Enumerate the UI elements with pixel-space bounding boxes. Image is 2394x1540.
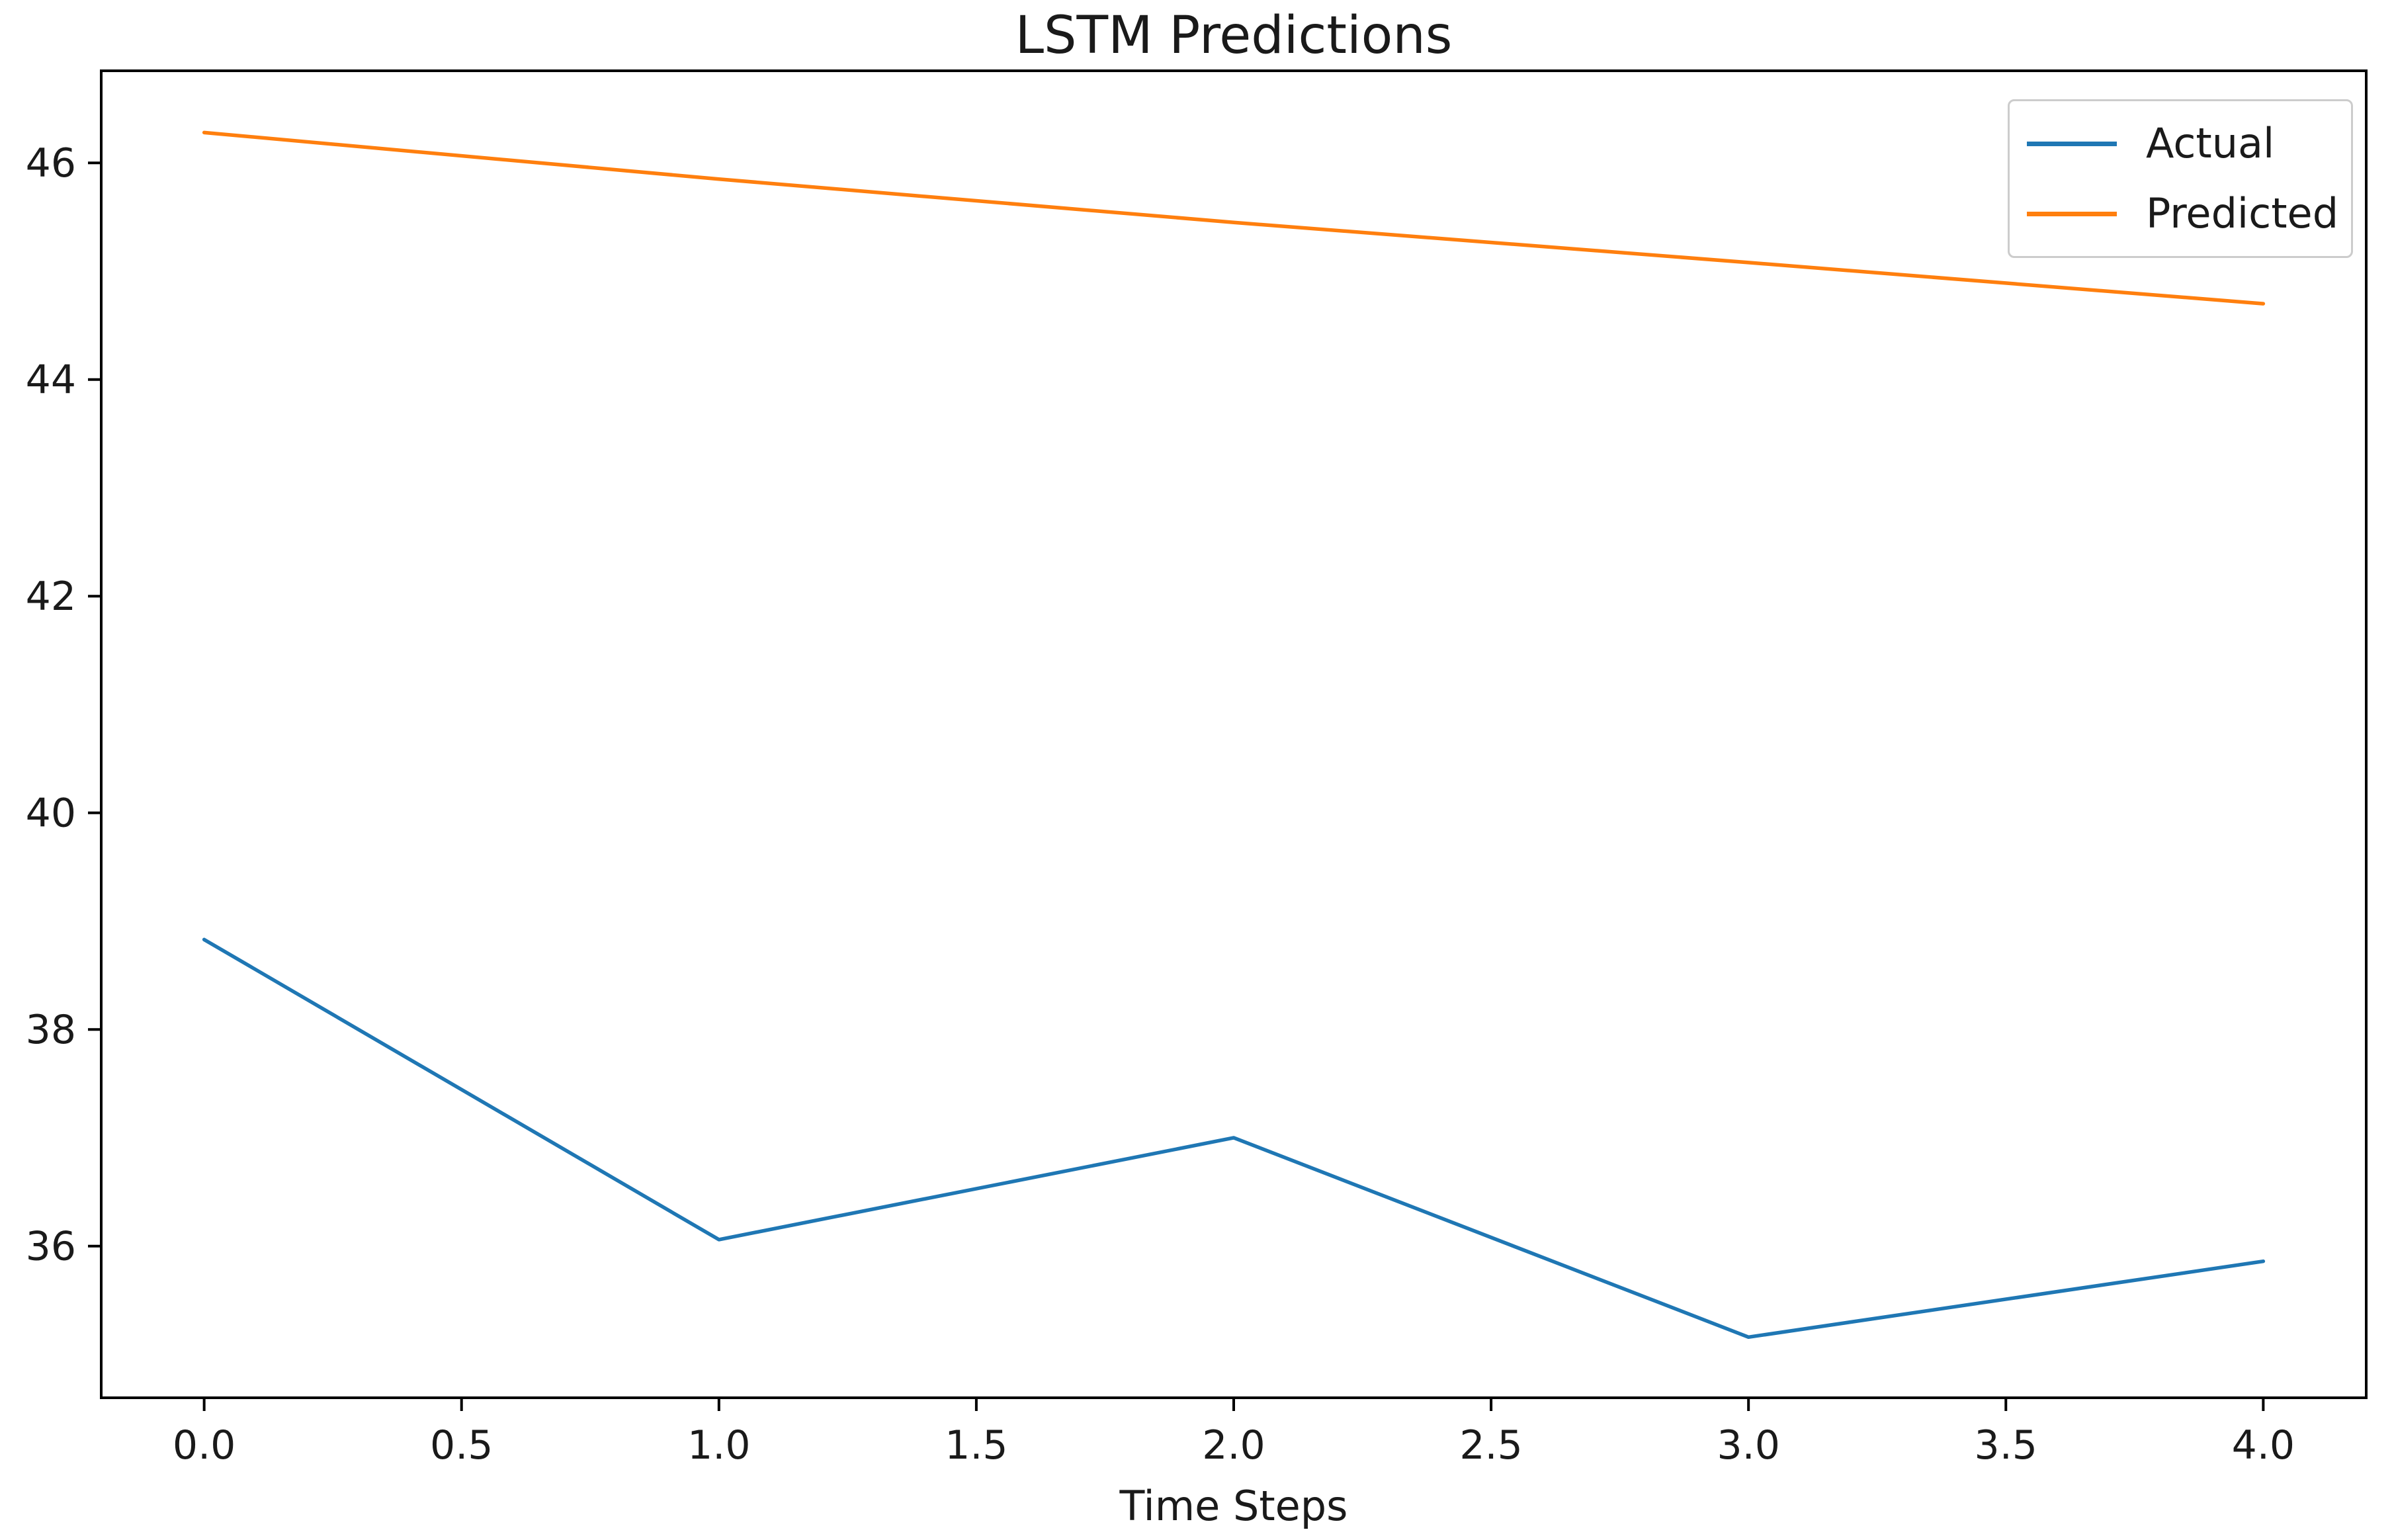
legend-box: Actual Predicted (2008, 99, 2353, 258)
x-tick-label: 1.5 (945, 1422, 1007, 1469)
y-tick-label: 36 (26, 1224, 76, 1270)
x-tick-label: 3.0 (1717, 1422, 1779, 1469)
y-tick-label: 38 (26, 1007, 76, 1053)
x-tick-label: 4.0 (2232, 1422, 2295, 1469)
plot-area (100, 69, 2368, 1399)
x-axis: 0.0 0.5 1.0 1.5 2.0 2.5 3.0 3.5 4.0 (173, 1398, 2295, 1469)
x-tick-label: 3.5 (1975, 1422, 2037, 1469)
y-tick-label: 46 (26, 140, 76, 187)
x-axis-label: Time Steps (1119, 1482, 1348, 1530)
y-axis: 36 38 40 42 44 46 (26, 140, 101, 1270)
y-tick-label: 40 (26, 791, 76, 837)
chart-title: LSTM Predictions (1015, 6, 1453, 65)
y-tick-label: 44 (26, 357, 76, 404)
x-tick-label: 0.0 (173, 1422, 235, 1469)
x-tick-label: 2.0 (1202, 1422, 1265, 1469)
legend-swatch-predicted (2027, 211, 2117, 216)
legend-label-predicted: Predicted (2146, 189, 2339, 237)
x-tick-label: 2.5 (1459, 1422, 1522, 1469)
legend-item-actual: Actual (2027, 123, 2351, 164)
x-tick-label: 0.5 (430, 1422, 493, 1469)
legend-swatch-actual (2027, 141, 2117, 146)
y-tick-label: 42 (26, 574, 76, 620)
legend-label-actual: Actual (2146, 119, 2275, 167)
x-tick-label: 1.0 (687, 1422, 750, 1469)
series-line-actual (202, 937, 2266, 1340)
series-line-predicted (202, 130, 2266, 306)
legend-item-predicted: Predicted (2027, 193, 2351, 234)
plot-lines (202, 130, 2266, 1340)
